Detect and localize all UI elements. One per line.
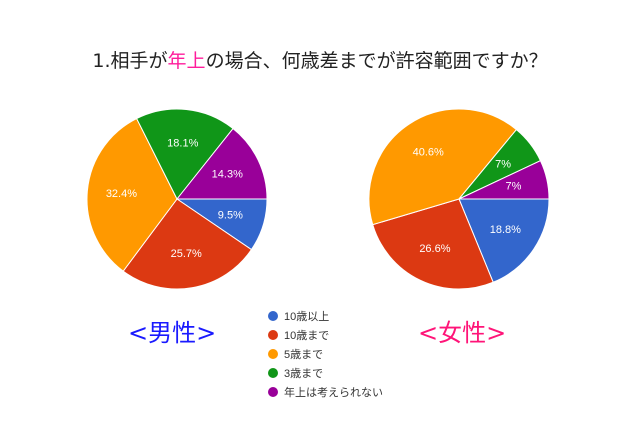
pie-slice [175,127,268,200]
legend-dot-icon [268,348,278,359]
title-suffix: の場合、何歳差までが許容範囲ですか？ [205,50,548,72]
male-label: <男性> [128,319,217,347]
slice-label: 7% [506,181,522,193]
slice-label: 9.5% [218,209,243,221]
legend: 10歳以上 10歳まで 5歳まで 3歳まで 年上は考えられない [268,306,383,401]
slice-label: 14.3% [212,169,243,181]
slice-label: 7% [495,159,511,171]
slice-label: 18.8% [490,224,521,236]
female-pie-chart: 18.8% 26.6% 40.6% 7% 7% [368,108,550,290]
pie-slice [135,108,234,200]
legend-dot-icon [268,386,278,397]
slice-label: 25.7% [171,248,202,260]
legend-item: 5歳まで [268,344,383,363]
legend-dot-icon [268,310,278,321]
male-pie-chart: 9.5% 25.7% 32.4% 18.1% 14.3% [86,108,268,290]
legend-item: 10歳まで [268,325,383,344]
pie-slice [368,108,518,226]
slice-label: 26.6% [419,243,450,255]
legend-dot-icon [268,367,278,378]
title-highlight: 年上 [167,50,206,72]
slice-label: 18.1% [167,137,198,149]
legend-item: 3歳まで [268,363,383,382]
female-label: <女性> [418,319,507,347]
slice-label: 32.4% [106,188,137,200]
pie-slice [458,198,550,283]
title-prefix: 1.相手が [92,50,168,72]
pie-slice [458,160,550,200]
chart-title: 1.相手が年上の場合、何歳差までが許容範囲ですか？ [0,46,640,73]
legend-item: 10歳以上 [268,306,383,325]
legend-dot-icon [268,329,278,340]
pie-slice [122,198,253,290]
slice-label: 40.6% [413,146,444,158]
legend-item: 年上は考えられない [268,382,383,401]
pie-slice [372,198,494,290]
pie-slice [86,117,178,272]
